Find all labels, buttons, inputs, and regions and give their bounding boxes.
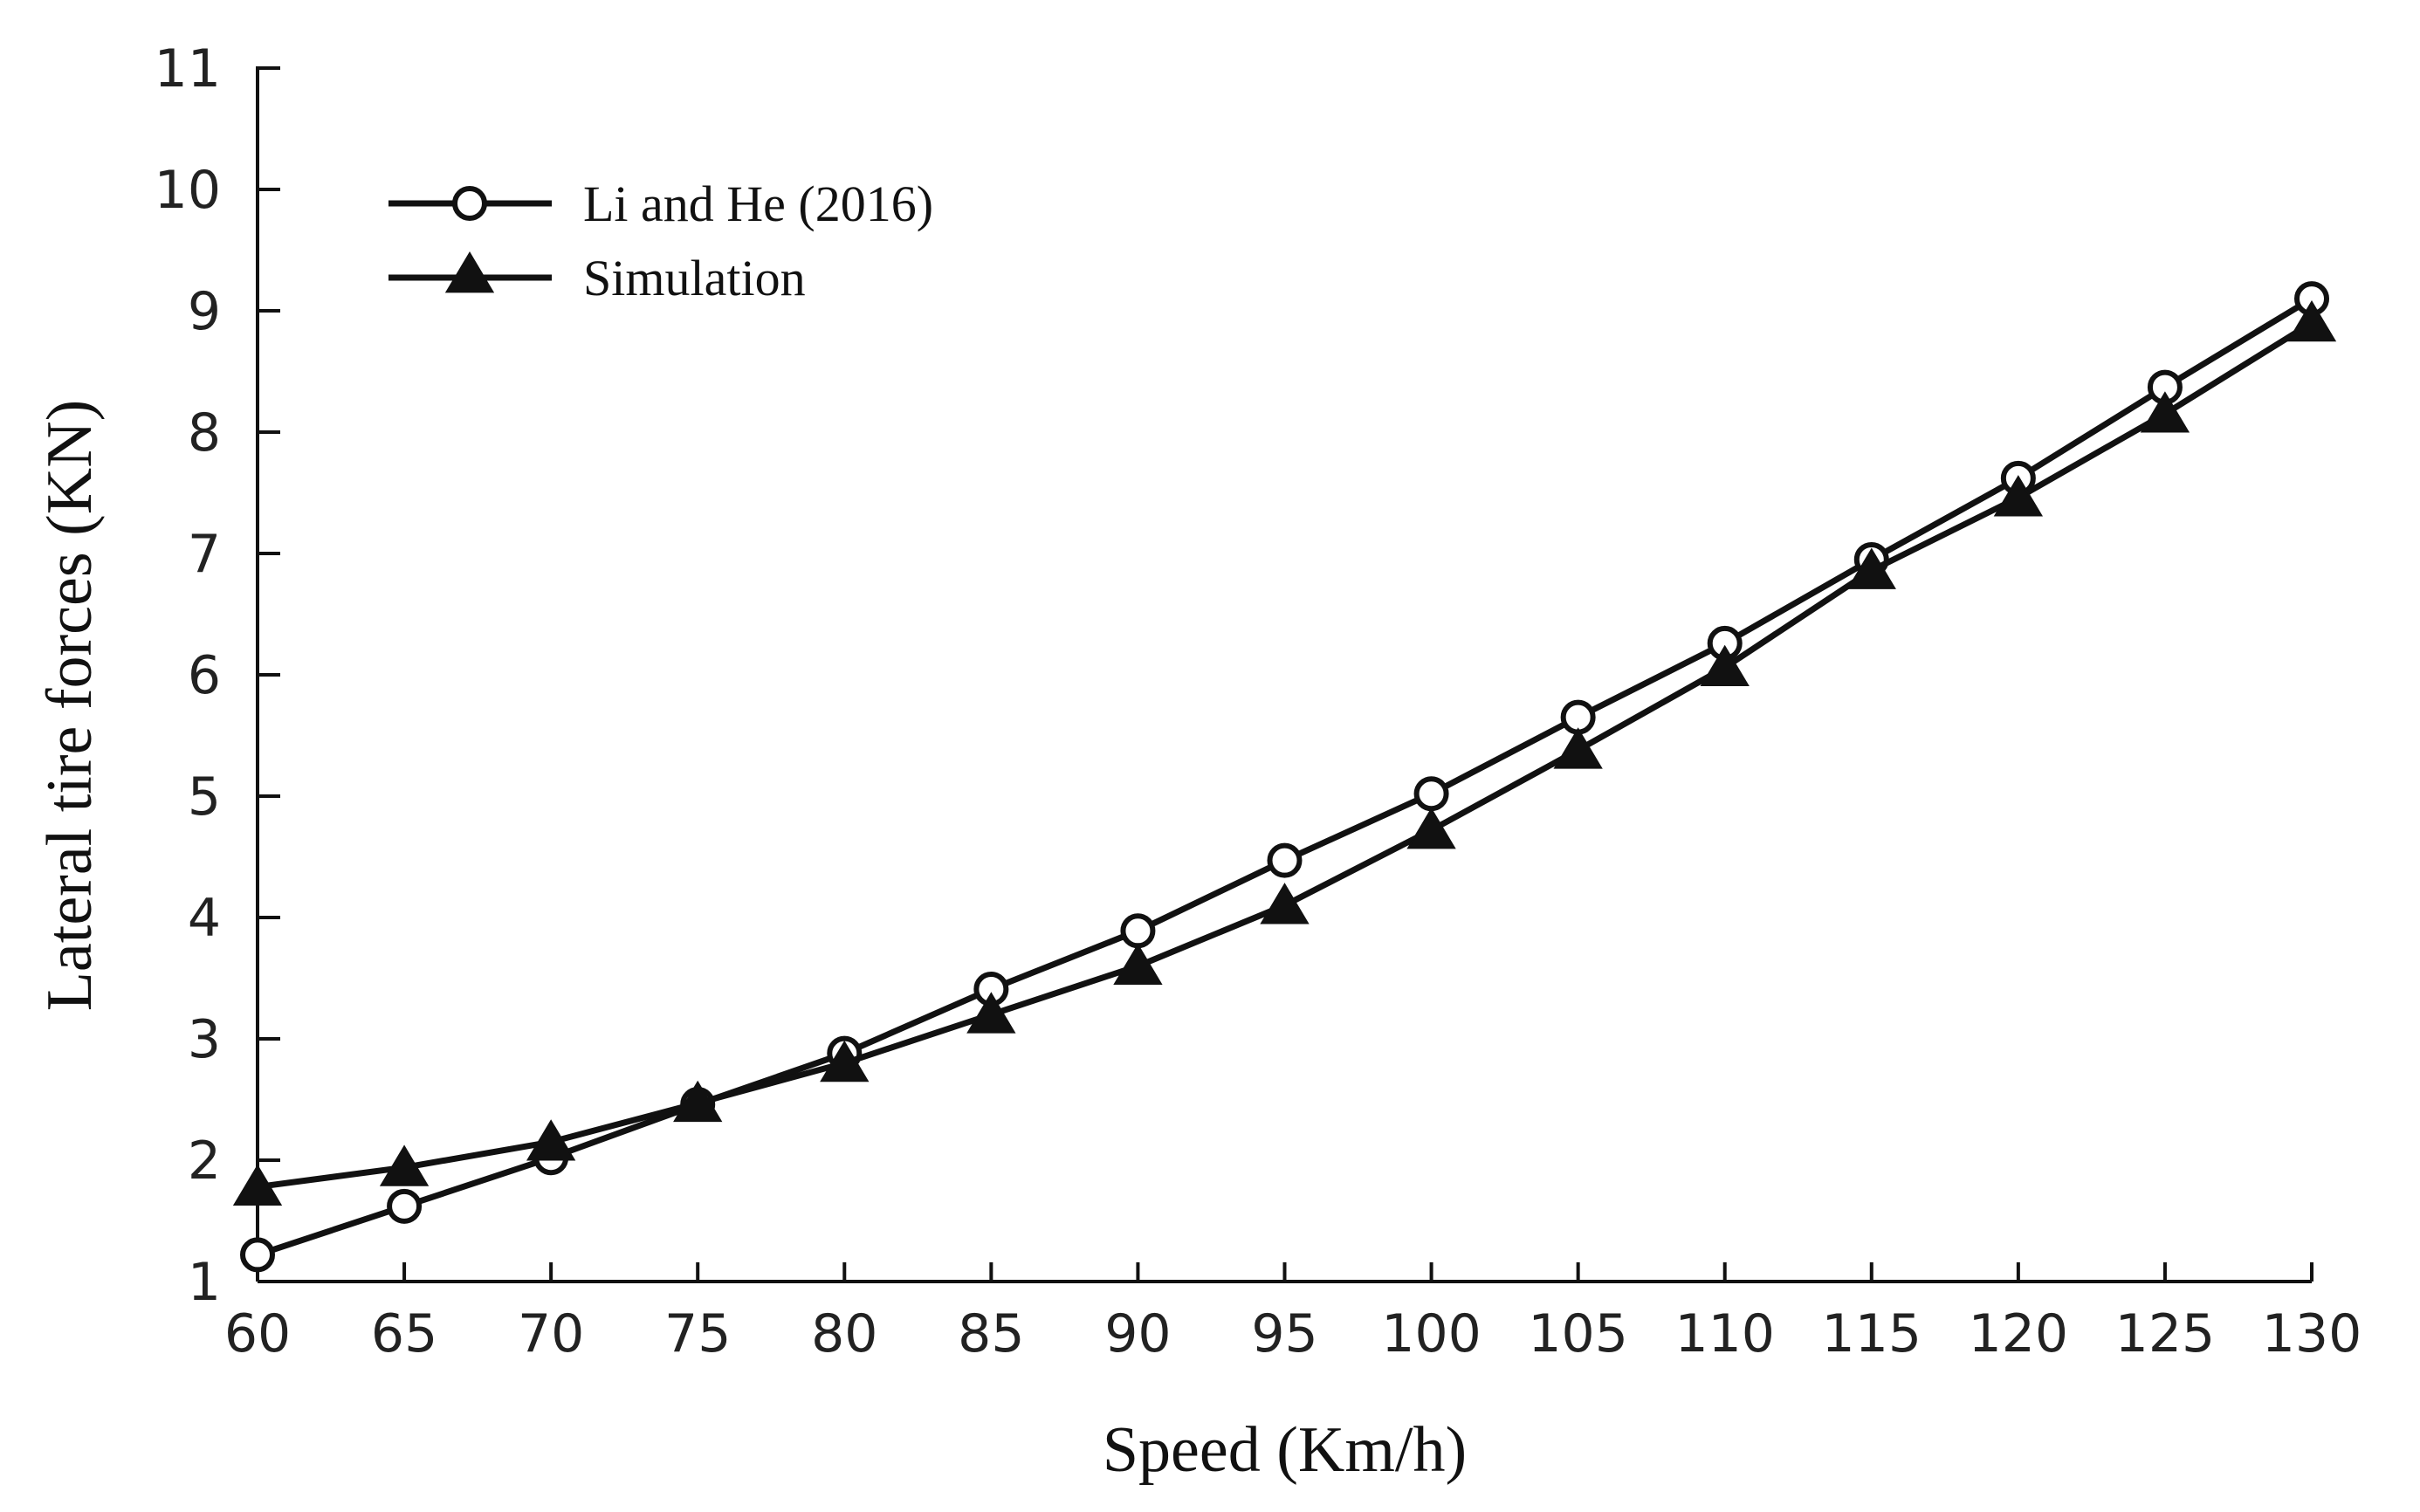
legend-entry: Simulation	[388, 250, 806, 306]
y-tick-label: 3	[188, 1009, 221, 1070]
x-tick-label: 100	[1381, 1303, 1482, 1364]
legend-label: Simulation	[583, 250, 806, 306]
legend: Li and He (2016) Simulation	[388, 175, 933, 306]
y-axis: 1 2 3 4 5 6 7 8 9 10 11	[155, 38, 280, 1313]
data-point-triangle	[1260, 883, 1310, 924]
data-point-triangle	[1993, 475, 2044, 517]
y-tick-label: 4	[188, 888, 221, 949]
legend-marker	[452, 186, 487, 221]
y-tick-label: 11	[155, 38, 221, 100]
x-tick-label: 85	[958, 1303, 1024, 1364]
data-point-triangle	[2286, 299, 2337, 342]
x-tick-label: 65	[371, 1303, 437, 1364]
data-point-triangle	[820, 1040, 870, 1082]
x-tick-label: 75	[664, 1303, 731, 1364]
x-tick-label: 95	[1251, 1303, 1317, 1364]
series-open-circle	[240, 281, 2329, 1273]
y-tick-label: 8	[188, 402, 221, 464]
y-tick-label: 10	[155, 160, 221, 221]
x-tick-label: 70	[518, 1303, 584, 1364]
data-point-circle	[387, 1188, 423, 1224]
data-point-triangle	[966, 992, 1016, 1034]
x-tick-label: 80	[811, 1303, 877, 1364]
data-point-triangle	[379, 1144, 430, 1186]
legend-entry: Li and He (2016)	[388, 175, 933, 232]
data-point-triangle	[232, 1164, 283, 1206]
data-point-triangle	[1113, 943, 1163, 985]
series-line	[257, 320, 2313, 1191]
y-tick-label: 7	[188, 524, 221, 585]
series-line	[256, 296, 2313, 1258]
data-point-triangle	[1846, 547, 1896, 589]
x-tick-label: 120	[1969, 1303, 2069, 1364]
data-point-circle	[1413, 776, 1449, 812]
x-tick-label: 125	[2115, 1303, 2216, 1364]
x-tick-label: 105	[1528, 1303, 1628, 1364]
series-layer	[232, 281, 2337, 1273]
x-tick-label: 110	[1674, 1303, 1775, 1364]
series-filled-triangle	[232, 299, 2337, 1206]
x-tick-label: 130	[2262, 1303, 2362, 1364]
y-tick-label: 6	[188, 645, 221, 706]
data-point-circle	[1120, 913, 1156, 949]
x-tick-label: 90	[1104, 1303, 1171, 1364]
data-point-triangle	[1553, 727, 1603, 769]
data-point-triangle	[673, 1080, 723, 1123]
x-axis-title: Speed (Km/h)	[1103, 1414, 1467, 1486]
y-tick-label: 5	[188, 766, 221, 828]
data-point-triangle	[526, 1119, 576, 1161]
data-point-circle	[240, 1237, 275, 1273]
legend-label: Li and He (2016)	[583, 175, 933, 232]
x-tick-label: 115	[1822, 1303, 1922, 1364]
data-point-triangle	[1406, 807, 1456, 849]
data-point-triangle	[2140, 391, 2190, 433]
y-tick-label: 2	[188, 1131, 221, 1192]
y-tick-label: 1	[188, 1252, 221, 1313]
legend-marker	[444, 251, 495, 293]
y-tick-label: 9	[188, 281, 221, 342]
x-tick-label: 60	[224, 1303, 291, 1364]
data-point-triangle	[1700, 644, 1750, 687]
data-point-circle	[1267, 842, 1303, 878]
x-axis: 60 65 70 75 80 85 90 95 100 105 110 115 120 125 130	[224, 1262, 2362, 1364]
y-axis-title: Lateral tire forces (KN)	[34, 400, 106, 1012]
